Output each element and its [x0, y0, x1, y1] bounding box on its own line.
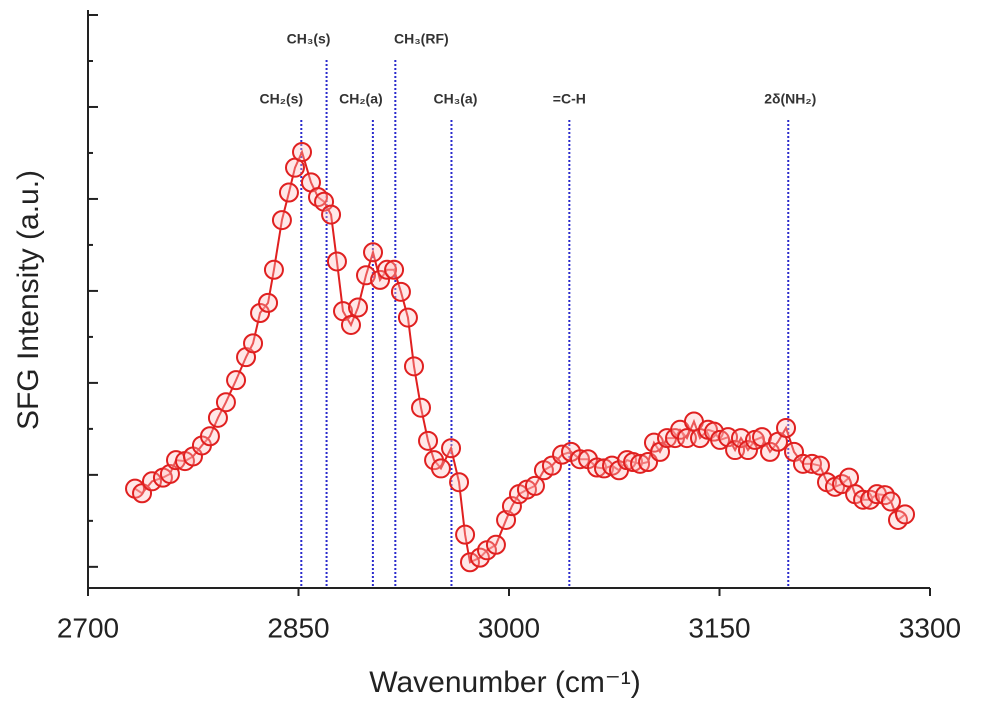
data-point	[469, 547, 490, 568]
data-point	[340, 314, 361, 335]
data-point	[326, 251, 347, 272]
data-point	[397, 307, 418, 328]
data-point	[570, 449, 591, 470]
data-point	[895, 504, 916, 525]
x-tick-label: 2700	[57, 612, 119, 643]
data-point	[449, 472, 470, 493]
x-tick-label: 3150	[688, 612, 750, 643]
data-point	[363, 242, 384, 263]
annotation-label: CH₃(RF)	[394, 31, 449, 47]
data-point	[418, 430, 439, 451]
data-point	[880, 491, 901, 512]
annotation-label: 2δ(NH₂)	[764, 91, 816, 107]
y-axis-label: SFG Intensity (a.u.)	[12, 170, 45, 430]
data-point	[809, 455, 830, 476]
data-point	[524, 475, 545, 496]
data-point	[141, 471, 162, 492]
data-point	[403, 356, 424, 377]
x-tick-label: 2850	[267, 612, 329, 643]
data-point	[207, 407, 228, 428]
x-axis-label: Wavenumber (cm⁻¹)	[369, 666, 640, 699]
data-point	[411, 397, 432, 418]
annotation-label: CH₂(a)	[339, 91, 383, 107]
data-point	[348, 297, 369, 318]
data-point	[271, 210, 292, 231]
data-point	[455, 524, 476, 545]
data-point	[215, 392, 236, 413]
data-point	[776, 417, 797, 438]
data-point	[390, 281, 411, 302]
data-point	[292, 142, 313, 163]
data-point	[258, 292, 279, 313]
data-point	[839, 467, 860, 488]
data-point	[370, 269, 391, 290]
data-point	[377, 259, 398, 280]
data-point	[459, 552, 480, 573]
data-point	[430, 458, 451, 479]
data-point	[501, 496, 522, 517]
data-point	[441, 438, 462, 459]
data-point	[623, 451, 644, 472]
data-point	[321, 204, 342, 225]
x-tick-label: 3300	[899, 612, 961, 643]
data-point	[199, 426, 220, 447]
annotation-label: CH₃(s)	[287, 31, 331, 47]
data-point	[586, 457, 607, 478]
annotation-label: CH₃(a)	[434, 91, 478, 107]
data-point	[263, 259, 284, 280]
data-point	[226, 370, 247, 391]
data-point	[243, 333, 264, 354]
data-point	[737, 440, 758, 461]
data-point	[384, 259, 405, 280]
data-point	[278, 182, 299, 203]
annotation-label: =C-H	[553, 91, 586, 107]
data-point	[485, 534, 506, 555]
x-tick-label: 3000	[478, 612, 540, 643]
annotation-label: CH₂(s)	[260, 91, 304, 107]
